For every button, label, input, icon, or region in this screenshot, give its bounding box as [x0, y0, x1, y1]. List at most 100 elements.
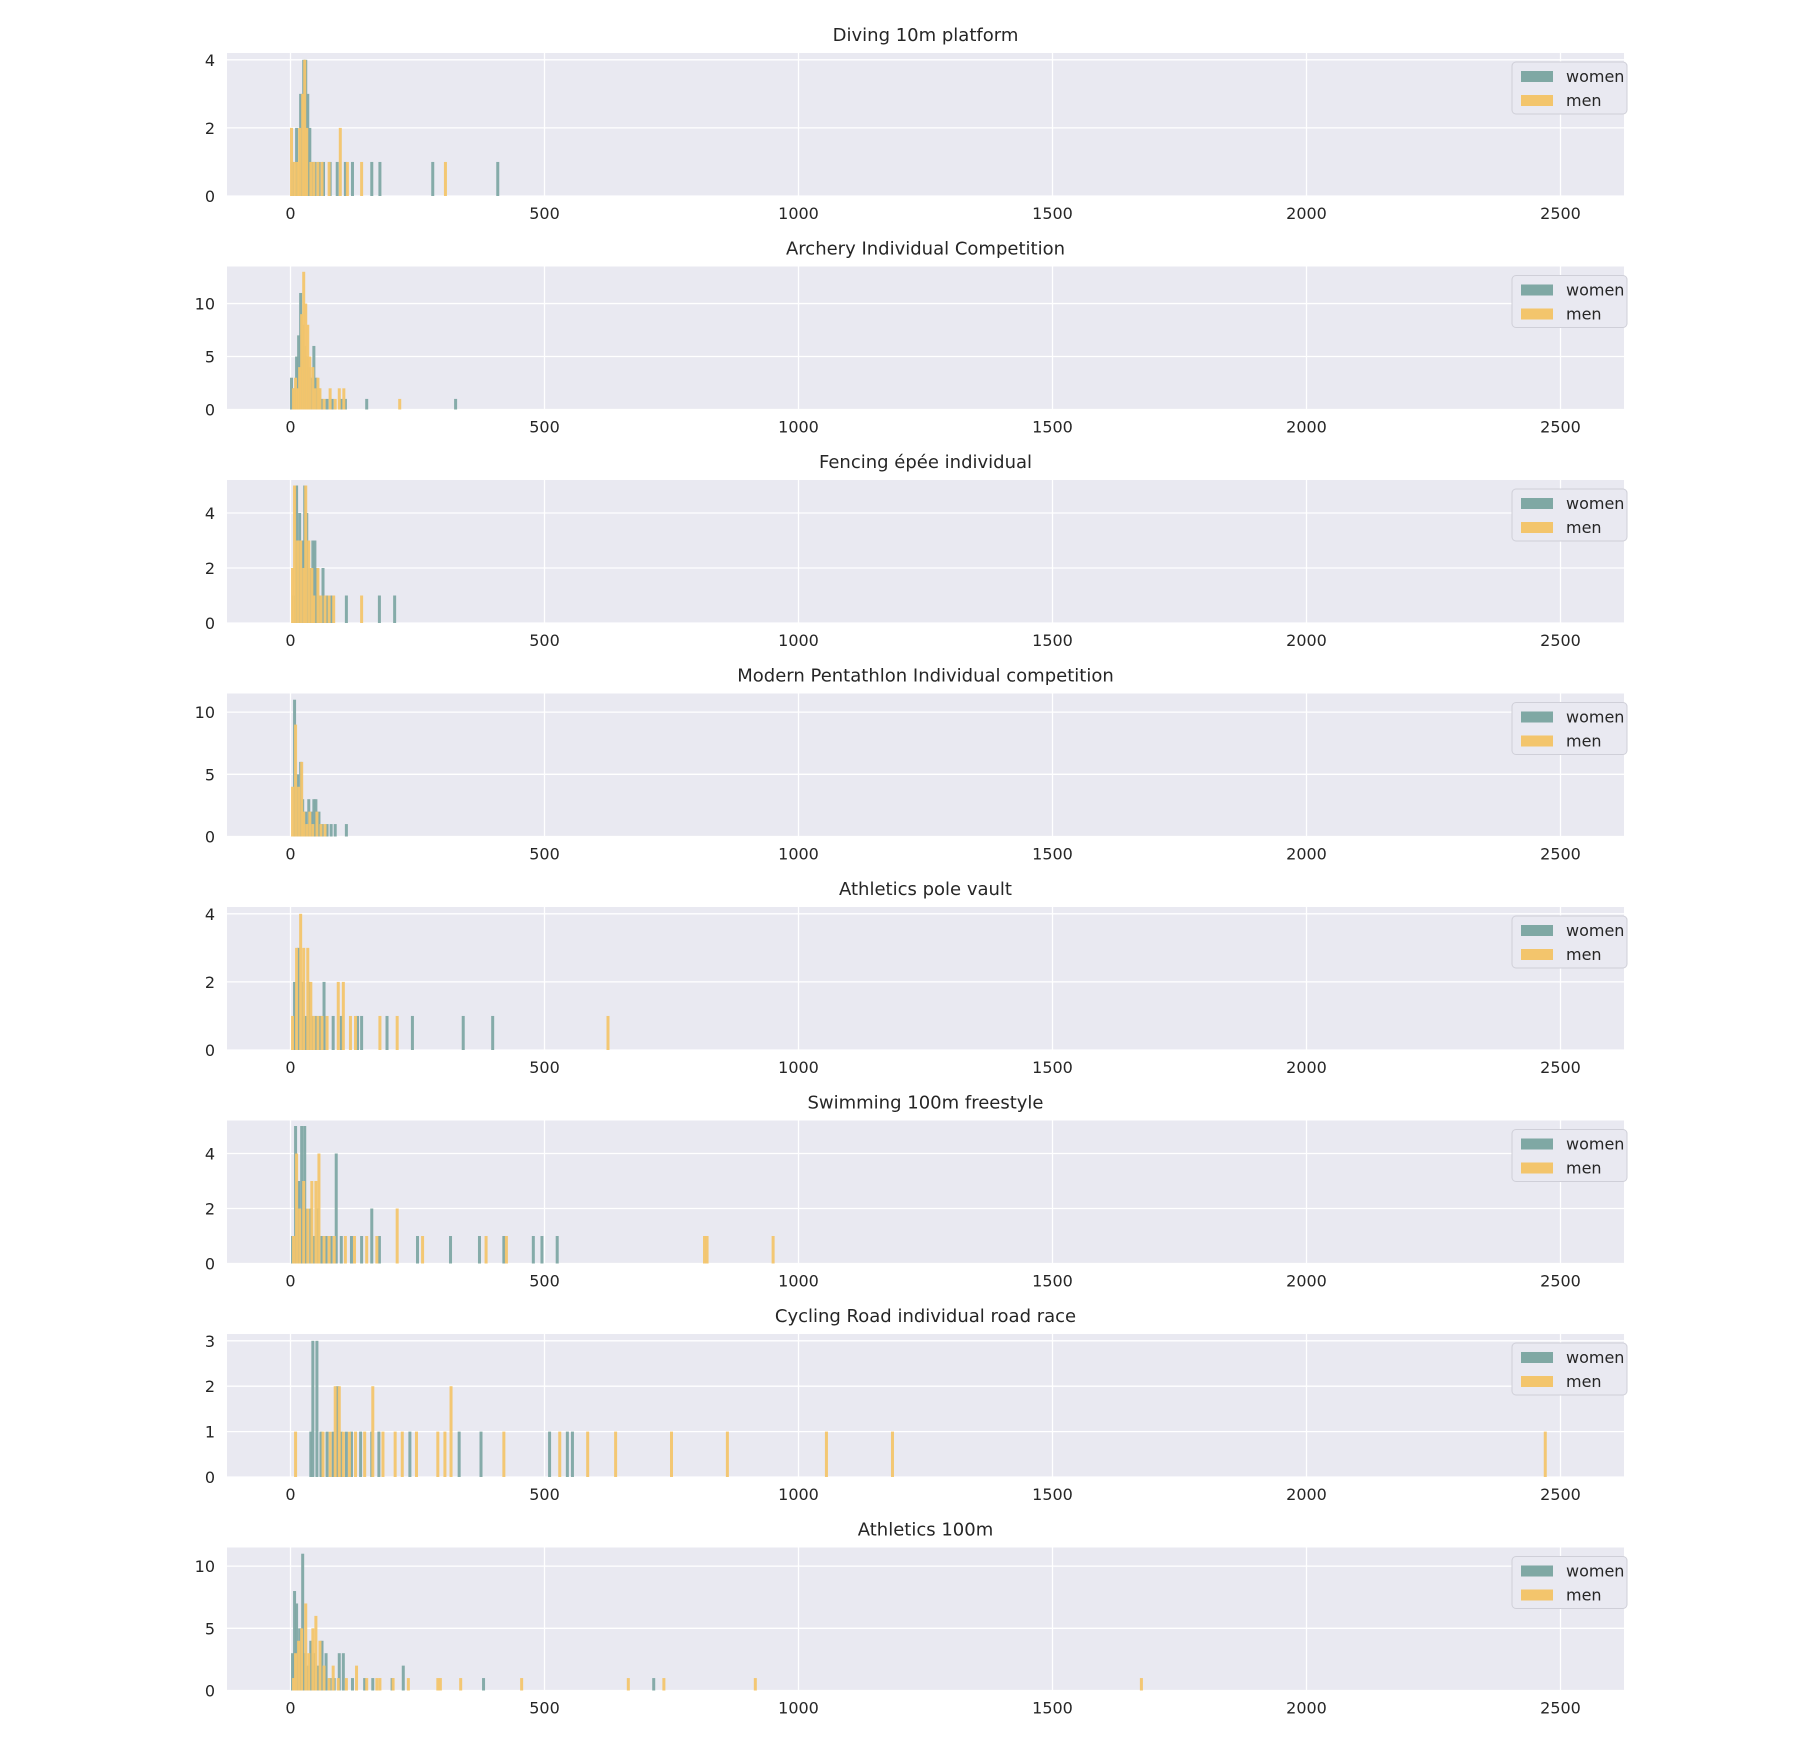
- men-bar: [304, 485, 308, 623]
- x-tick-label: 500: [529, 631, 560, 650]
- plot-area: [227, 266, 1624, 410]
- men-bar: [670, 1431, 673, 1477]
- women-bar: [349, 1431, 353, 1477]
- women-bar: [360, 1015, 364, 1050]
- men-bar: [295, 1153, 299, 1264]
- x-tick-label: 1000: [778, 1272, 819, 1291]
- men-bar: [320, 161, 324, 196]
- subplot-1: Diving 10m platform 0 500 1000 1500 2000 2500 0…: [205, 25, 1628, 223]
- men-bar: [322, 1236, 326, 1264]
- y-tick-label: 1: [205, 1423, 215, 1442]
- women-bar: [344, 595, 348, 623]
- men-bar: [313, 388, 317, 410]
- men-bar: [312, 161, 316, 196]
- men-bar: [302, 947, 306, 1050]
- men-bar: [302, 811, 306, 837]
- y-tick-label: 2: [205, 1377, 215, 1396]
- women-legend-label: women: [1566, 67, 1624, 86]
- x-tick-label: 0: [285, 418, 295, 437]
- men-bar: [890, 1431, 894, 1477]
- women-legend-swatch: [1521, 925, 1553, 936]
- men-bar: [371, 1386, 375, 1477]
- women-bar: [316, 1665, 320, 1691]
- y-tick-label: 3: [205, 1332, 215, 1351]
- x-tick-label: 1500: [1032, 1272, 1073, 1291]
- women-bar: [377, 1431, 381, 1477]
- women-bar: [304, 811, 308, 837]
- women-legend-swatch: [1521, 1565, 1553, 1577]
- men-bar: [298, 367, 302, 410]
- women-legend-swatch: [1521, 1352, 1553, 1363]
- men-bar: [322, 398, 326, 410]
- plot-area: [227, 53, 1624, 196]
- men-bar: [449, 1386, 453, 1477]
- men-bar: [314, 1181, 318, 1264]
- x-tick-label: 1500: [1032, 418, 1073, 437]
- women-bar: [540, 1236, 544, 1264]
- men-bar: [363, 1431, 367, 1477]
- men-bar: [310, 568, 314, 623]
- men-bar: [318, 388, 322, 410]
- y-tick-label: 0: [205, 401, 215, 420]
- women-bar: [334, 1153, 338, 1264]
- men-bar: [316, 161, 320, 196]
- men-bar: [291, 786, 295, 837]
- women-legend-swatch: [1521, 711, 1553, 723]
- women-bar: [309, 1431, 313, 1477]
- men-bar: [725, 1431, 729, 1477]
- panel-title: Archery Individual Competition: [786, 239, 1065, 260]
- men-bar: [336, 981, 340, 1050]
- men-bar: [322, 1665, 326, 1691]
- women-bar: [312, 1236, 316, 1264]
- men-bar: [309, 161, 313, 196]
- women-bar: [377, 1236, 381, 1264]
- men-bar: [360, 595, 364, 623]
- x-tick-label: 1000: [778, 204, 819, 223]
- x-tick-label: 1000: [778, 1485, 819, 1504]
- women-bar: [652, 1678, 656, 1691]
- women-legend-label: women: [1566, 281, 1624, 300]
- x-tick-label: 2500: [1540, 1699, 1581, 1718]
- men-bar: [319, 595, 323, 623]
- panel-title: Modern Pentathlon Individual competition: [737, 666, 1114, 687]
- women-bar: [312, 799, 316, 837]
- x-tick-label: 500: [529, 1058, 560, 1077]
- y-tick-label: 0: [205, 1255, 215, 1274]
- men-bar: [438, 1678, 442, 1691]
- x-tick-label: 500: [529, 1699, 560, 1718]
- men-bar: [302, 568, 306, 623]
- women-bar: [322, 981, 326, 1050]
- men-bar: [308, 356, 312, 410]
- men-bar: [705, 1236, 709, 1264]
- men-bar: [378, 1678, 382, 1691]
- women-bar: [331, 1431, 335, 1477]
- men-bar: [296, 388, 300, 410]
- x-tick-label: 2000: [1286, 1272, 1327, 1291]
- men-bar: [502, 1431, 506, 1477]
- women-bar: [339, 1431, 343, 1477]
- women-bar: [502, 1236, 506, 1264]
- men-legend-label: men: [1566, 91, 1602, 110]
- x-tick-label: 2000: [1286, 1058, 1327, 1077]
- x-tick-label: 500: [529, 418, 560, 437]
- women-bar: [496, 161, 500, 196]
- women-bar: [371, 1678, 375, 1691]
- women-bar: [329, 824, 333, 837]
- men-bar: [294, 1431, 298, 1477]
- men-bar: [293, 161, 297, 196]
- x-tick-label: 2500: [1540, 631, 1581, 650]
- men-bar: [309, 981, 313, 1050]
- women-bar: [320, 1640, 324, 1691]
- x-tick-label: 2500: [1540, 204, 1581, 223]
- panel-title: Fencing épée individual: [819, 452, 1032, 473]
- x-tick-label: 1000: [778, 631, 819, 650]
- women-bar: [393, 595, 397, 623]
- women-bar: [304, 1015, 308, 1050]
- men-bar: [323, 595, 327, 623]
- men-bar: [305, 824, 309, 837]
- men-bar: [336, 1678, 340, 1691]
- men-bar: [344, 1678, 348, 1691]
- men-bar: [317, 1153, 321, 1264]
- y-tick-label: 4: [205, 51, 215, 70]
- women-legend-swatch: [1521, 284, 1553, 296]
